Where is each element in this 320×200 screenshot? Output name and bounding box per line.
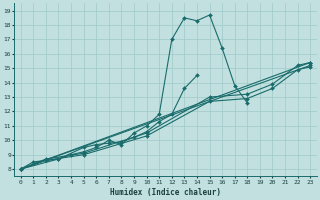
X-axis label: Humidex (Indice chaleur): Humidex (Indice chaleur) xyxy=(110,188,221,197)
